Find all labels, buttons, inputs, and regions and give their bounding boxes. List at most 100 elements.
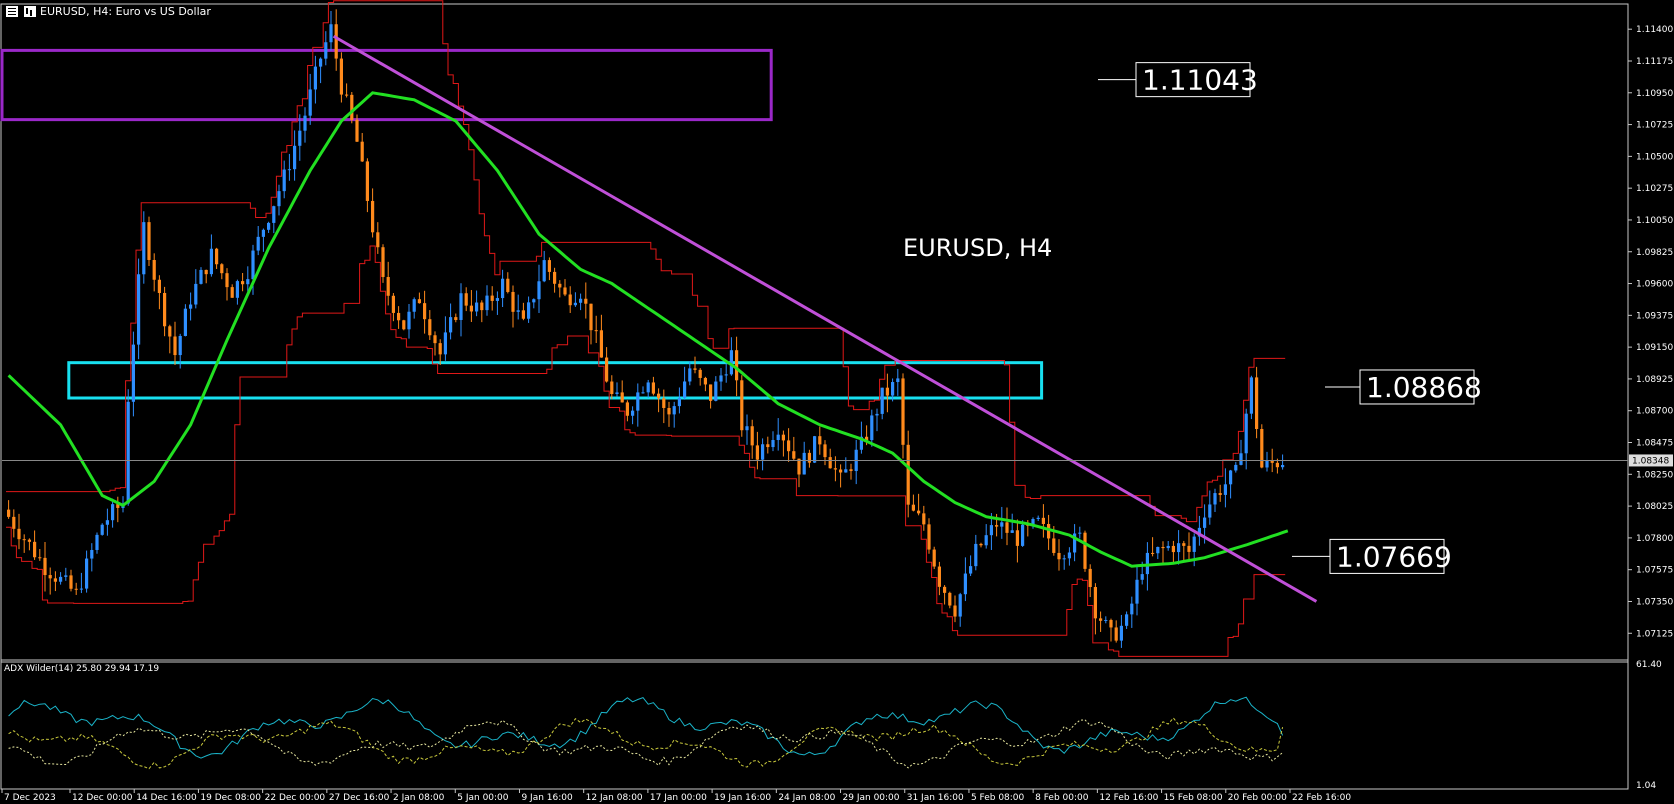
candle-body <box>298 130 302 146</box>
candle-body <box>781 434 785 441</box>
candle-body <box>1171 545 1175 553</box>
candle-body <box>204 269 208 275</box>
candle-body <box>1229 470 1233 485</box>
time-axis-label: 15 Feb 08:00 <box>1164 793 1223 803</box>
current-price-tag-bg <box>1629 454 1673 467</box>
candle-body <box>527 302 531 319</box>
candle-body <box>475 302 479 312</box>
candle-body <box>246 279 250 285</box>
candle-body <box>90 549 94 559</box>
candle-body <box>1260 429 1264 468</box>
adx-series-plus-di <box>8 717 1284 770</box>
candle-body <box>594 330 598 332</box>
price-axis-label: 1.07575 <box>1636 566 1673 576</box>
candle-body <box>672 406 676 415</box>
candle-body <box>1135 579 1139 604</box>
candle-body <box>220 264 224 274</box>
candle-body <box>989 525 993 536</box>
candle-body <box>443 332 447 355</box>
candle-body <box>771 440 775 448</box>
price-axis-label: 1.07350 <box>1636 597 1673 607</box>
candle-body <box>532 299 536 303</box>
time-axis-label: 19 Dec 08:00 <box>200 793 261 803</box>
candle-body <box>391 295 395 313</box>
candle-body <box>152 259 156 280</box>
adx-title: ADX Wilder(14) 25.80 29.94 17.19 <box>4 664 159 674</box>
candle-body <box>542 260 546 282</box>
candle-body <box>1093 587 1097 619</box>
candle-body <box>1249 377 1253 414</box>
candle-body <box>1010 530 1014 533</box>
candle-body <box>719 375 723 382</box>
candle-body <box>43 557 47 576</box>
candle-body <box>267 222 271 230</box>
candle-body <box>183 308 187 336</box>
candle-body <box>927 524 931 550</box>
candle-body <box>1208 504 1212 518</box>
candle-body <box>464 293 468 306</box>
candle-body <box>1005 522 1009 533</box>
candle-body <box>1015 530 1019 546</box>
candle-body <box>235 281 239 298</box>
candle-body <box>1052 538 1056 553</box>
candle-body <box>116 504 120 508</box>
candle-body <box>1041 517 1045 524</box>
candle-body <box>657 393 661 399</box>
candle-body <box>599 330 603 358</box>
candle-body <box>85 558 89 589</box>
candle-body <box>287 169 291 171</box>
candle-body <box>516 310 520 312</box>
candle-body <box>199 269 203 284</box>
candle-body <box>1275 462 1279 468</box>
candle-body <box>932 549 936 567</box>
candle-body <box>1130 603 1134 615</box>
chart-type-icon[interactable] <box>24 5 36 17</box>
time-axis: 7 Dec 2023 12 Dec 00:00 14 Dec 16:00 19 Dec… <box>1 789 1351 803</box>
candle-body <box>651 382 655 394</box>
candle-body <box>1104 619 1108 621</box>
candle-body <box>69 575 73 589</box>
candle-body <box>38 557 42 559</box>
candle-body <box>859 436 863 450</box>
candle-body <box>1088 568 1092 588</box>
candle-body <box>688 368 692 382</box>
candle-body <box>792 451 796 459</box>
candle-body <box>282 169 286 192</box>
candle-body <box>168 326 172 337</box>
candle-body <box>573 302 577 306</box>
candle-body <box>880 387 884 414</box>
candle-body <box>495 298 499 301</box>
candles <box>7 9 1285 648</box>
time-axis-label: 22 Dec 00:00 <box>265 793 326 803</box>
candle-body <box>896 378 900 383</box>
candle-body <box>345 94 349 96</box>
candle-body <box>833 468 837 470</box>
menu-icon[interactable] <box>6 5 18 17</box>
candle-body <box>740 380 744 431</box>
time-axis-label: 20 Feb 00:00 <box>1228 793 1287 803</box>
candle-body <box>1151 552 1155 554</box>
chart-title: EURUSD, H4 <box>903 234 1052 262</box>
candle-body <box>605 357 609 382</box>
candle-body <box>901 378 905 445</box>
candle-body <box>423 303 427 320</box>
candle-body <box>12 516 16 529</box>
price-axis-label: 1.10275 <box>1636 184 1673 194</box>
candle-body <box>631 410 635 416</box>
time-axis-label: 7 Dec 2023 <box>4 793 56 803</box>
candle-body <box>100 524 104 535</box>
candle-body <box>620 392 624 403</box>
candle-body <box>173 336 177 356</box>
candle-body <box>433 335 437 344</box>
candle-body <box>194 283 198 305</box>
symbol-description: Euro vs US Dollar <box>115 4 211 18</box>
candle-body <box>683 381 687 398</box>
candle-body <box>558 283 562 288</box>
price-axis-label: 1.08700 <box>1636 407 1673 417</box>
candle-body <box>937 566 941 587</box>
candle-body <box>74 588 78 590</box>
candle-body <box>293 145 297 170</box>
candle-body <box>885 387 889 396</box>
candle-body <box>454 317 458 320</box>
